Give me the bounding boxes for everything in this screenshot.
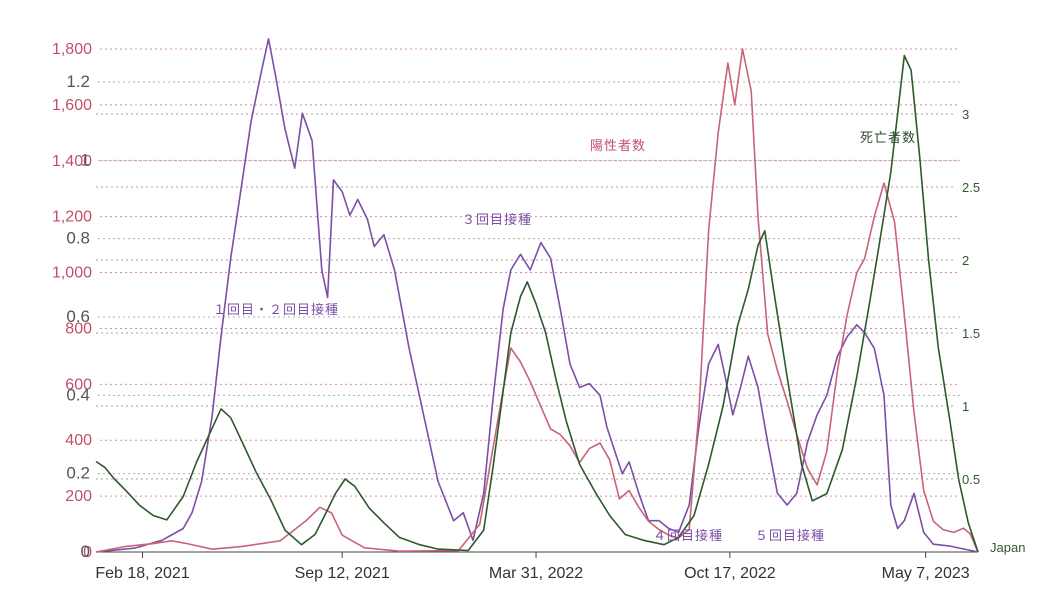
y-tick-label: 1,600: [52, 97, 92, 114]
y-tick-label: 0: [81, 542, 90, 561]
y-tick-label: 1,000: [52, 265, 92, 282]
x-tick-label: Sep 12, 2021: [295, 565, 390, 582]
y-tick-label: 1: [962, 399, 969, 414]
y-tick-label: 1,200: [52, 209, 92, 226]
y-tick-label: 400: [65, 432, 92, 449]
y-tick-label: 1,800: [52, 41, 92, 58]
annotation-dose5: ５回目接種: [755, 528, 825, 543]
y-tick-label: 3: [962, 107, 969, 122]
y-tick-label: 0: [83, 544, 92, 561]
y-tick-label: 0.6: [66, 307, 90, 326]
annotation-dose12: １回目・２回目接種: [213, 302, 339, 317]
x-tick-label: May 7, 2023: [882, 565, 970, 582]
annotation-dose3: ３回目接種: [462, 212, 532, 227]
series-line-2: [95, 48, 979, 553]
series-layer: [95, 38, 979, 553]
annotation-layer: １回目・２回目接種 ３回目接種 陽性者数 死亡者数 ４回目接種 ５回目接種 Ja…: [213, 130, 1025, 555]
y-tick-label: 0.2: [66, 464, 90, 483]
series-line-1: [95, 38, 979, 553]
y-tick-label: 0.4: [66, 385, 90, 404]
annotation-deaths: 死亡者数: [860, 130, 916, 145]
y-tick-label: 1: [81, 150, 90, 169]
y-tick-label: 1,400: [52, 153, 92, 170]
x-tick-label: Mar 31, 2022: [489, 565, 583, 582]
annotation-cases: 陽性者数: [590, 138, 646, 153]
y-tick-label: 800: [65, 320, 92, 337]
y-tick-label: 2: [962, 253, 969, 268]
y-tick-label: 600: [65, 376, 92, 393]
annotation-dose4: ４回目接種: [653, 528, 723, 543]
y-tick-label: 0.5: [962, 472, 980, 487]
y-tick-label: 1.5: [962, 326, 980, 341]
annotation-country: Japan: [990, 540, 1025, 555]
y-tick-label: 1.2: [66, 72, 90, 91]
y-tick-label: 200: [65, 488, 92, 505]
grid-layer: [96, 48, 960, 497]
x-tick-label: Feb 18, 2021: [95, 565, 189, 582]
y-tick-label: 0.8: [66, 229, 90, 248]
axis-layer: 02004006008001,0001,2001,4001,6001,80000…: [52, 41, 980, 582]
series-line-3: [95, 54, 979, 553]
y-tick-label: 2.5: [962, 180, 980, 195]
x-tick-label: Oct 17, 2022: [684, 565, 776, 582]
